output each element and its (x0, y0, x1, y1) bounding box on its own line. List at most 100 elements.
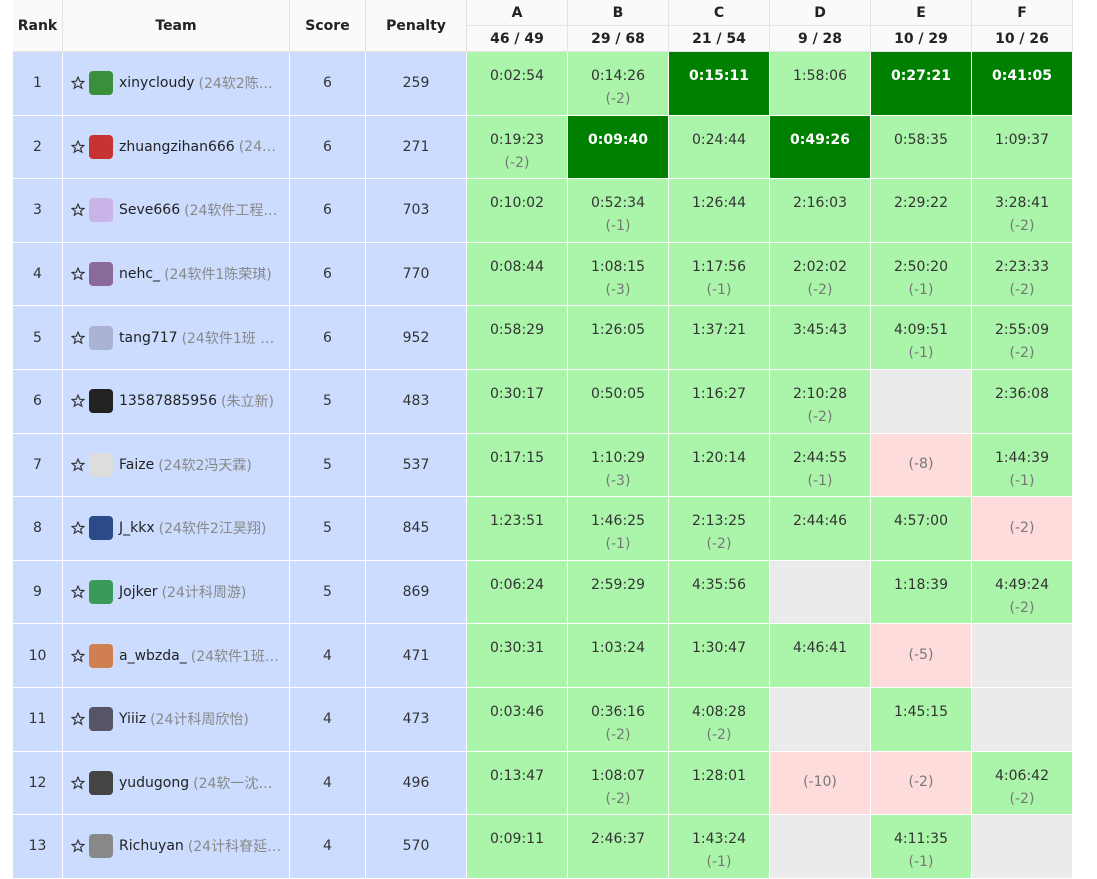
avatar (89, 389, 113, 414)
solve-time: 0:49:26 (790, 131, 850, 148)
tries: (-2) (908, 774, 934, 791)
problem-cell: 2:36:08 (972, 370, 1073, 434)
team-school: (24软件1班 … (181, 330, 275, 347)
problem-cell: 1:23:51 (467, 497, 568, 561)
team-name: Jojker (119, 584, 158, 601)
favorite-star[interactable] (71, 775, 85, 790)
tries: (-1) (908, 854, 934, 871)
problem-cell (770, 815, 871, 879)
solve-time: 3:45:43 (793, 322, 847, 339)
score: 6 (290, 242, 366, 307)
solve-time: 0:17:15 (490, 449, 544, 466)
solve-time: 4:06:42 (995, 767, 1049, 784)
solve-time: 0:41:05 (992, 68, 1052, 84)
solve-time: 2:36:08 (995, 386, 1049, 402)
tries: (-3) (605, 281, 631, 298)
favorite-star[interactable] (71, 203, 85, 218)
problem-letter: E (871, 0, 972, 26)
favorite-star[interactable] (71, 267, 85, 281)
favorite-star[interactable] (71, 330, 85, 345)
team-name: J_kkx (119, 520, 155, 537)
problem-letter: C (669, 0, 770, 26)
solve-time: 2:44:55 (793, 449, 847, 466)
team-school: (24软件2江昊翔) (158, 521, 267, 538)
problem-cell: 0:30:31 (467, 624, 568, 688)
tries: (-2) (1009, 281, 1035, 298)
team: Seve666 (24软件工程… (63, 179, 290, 243)
solve-time: 4:11:35 (894, 831, 948, 848)
star-shape (71, 839, 85, 854)
favorite-star[interactable] (71, 521, 85, 536)
problem-cell (770, 560, 871, 625)
score: 4 (290, 624, 366, 688)
team: yudugong (24软一沈… (63, 751, 290, 816)
team-school: (24软2冯天霖) (158, 457, 252, 474)
problem-cell: 4:09:51 (-1) (871, 306, 972, 370)
favorite-star[interactable] (71, 394, 85, 408)
rank: 2 (13, 115, 63, 180)
problem-cell: 0:03:46 (467, 688, 568, 752)
problem-cell: 0:58:29 (467, 306, 568, 370)
problem-cell: 1:08:07 (-2) (568, 751, 669, 816)
penalty: 570 (366, 815, 467, 879)
solve-time: 0:58:29 (490, 322, 544, 339)
star-shape (71, 330, 85, 345)
penalty: 473 (366, 688, 467, 752)
problem-cell: 1:16:27 (669, 370, 770, 434)
tries: (-10) (803, 774, 837, 791)
tries: (-2) (807, 281, 833, 298)
rank: 9 (13, 560, 63, 625)
problem-cell: 0:14:26 (-2) (568, 52, 669, 116)
problem-cell: 0:15:11 (669, 52, 770, 116)
solve-time: 0:15:11 (689, 68, 749, 84)
solve-time: 0:30:31 (490, 640, 544, 657)
favorite-star[interactable] (71, 839, 85, 854)
solve-time: 1:45:15 (894, 704, 948, 720)
problem-cell: 0:27:21 (871, 52, 972, 116)
solve-time: 1:08:07 (591, 767, 645, 784)
solve-time: 4:08:28 (692, 704, 746, 720)
star-shape (71, 457, 85, 472)
problem-letter: D (770, 0, 871, 26)
penalty: 703 (366, 179, 467, 243)
favorite-star[interactable] (71, 648, 85, 663)
favorite-star[interactable] (71, 76, 85, 90)
team: Richuyan (24计科眘延… (63, 815, 290, 879)
problem-cell: 2:13:25 (-2) (669, 497, 770, 561)
problem-cell: 1:45:15 (871, 688, 972, 752)
team: xinycloudy (24软2陈… (63, 52, 290, 116)
problem-cell: 1:18:39 (871, 560, 972, 625)
problem-cell: 1:44:39 (-1) (972, 433, 1073, 498)
penalty: 271 (366, 115, 467, 180)
favorite-star[interactable] (71, 712, 85, 726)
solve-time: 2:59:29 (591, 576, 645, 593)
tries: (-2) (605, 790, 631, 807)
score: 5 (290, 370, 366, 434)
favorite-star[interactable] (71, 585, 85, 599)
problem-cell: 1:09:37 (972, 115, 1073, 180)
problem-cell: 4:46:41 (770, 624, 871, 688)
solve-time: 1:10:29 (591, 449, 645, 466)
solve-time: 0:06:24 (490, 576, 544, 593)
team-school: (24软2陈… (198, 76, 273, 93)
solve-time: 1:44:39 (995, 449, 1049, 466)
team-school: (24计科眘延… (187, 839, 282, 856)
problem-cell (972, 688, 1073, 752)
team: Jojker (24计科周游) (63, 560, 290, 625)
team: 13587885956 (朱立新) (63, 370, 290, 434)
avatar (89, 262, 113, 287)
team-school: (24软件工程… (184, 203, 278, 220)
tries: (-5) (908, 647, 934, 664)
favorite-star[interactable] (71, 139, 85, 154)
score: 4 (290, 688, 366, 752)
problem-cell: 0:49:26 (770, 115, 871, 180)
team: nehc_ (24软件1陈荣琪) (63, 242, 290, 307)
problem-cell: 1:28:01 (669, 751, 770, 816)
problem-cell: 4:06:42 (-2) (972, 751, 1073, 816)
team-school: (24计科周游) (161, 585, 247, 602)
solve-time: 2:02:02 (793, 258, 847, 275)
problem-cell: 1:10:29 (-3) (568, 433, 669, 498)
tries: (-2) (1009, 599, 1035, 616)
tries: (-2) (605, 91, 631, 107)
favorite-star[interactable] (71, 457, 85, 472)
